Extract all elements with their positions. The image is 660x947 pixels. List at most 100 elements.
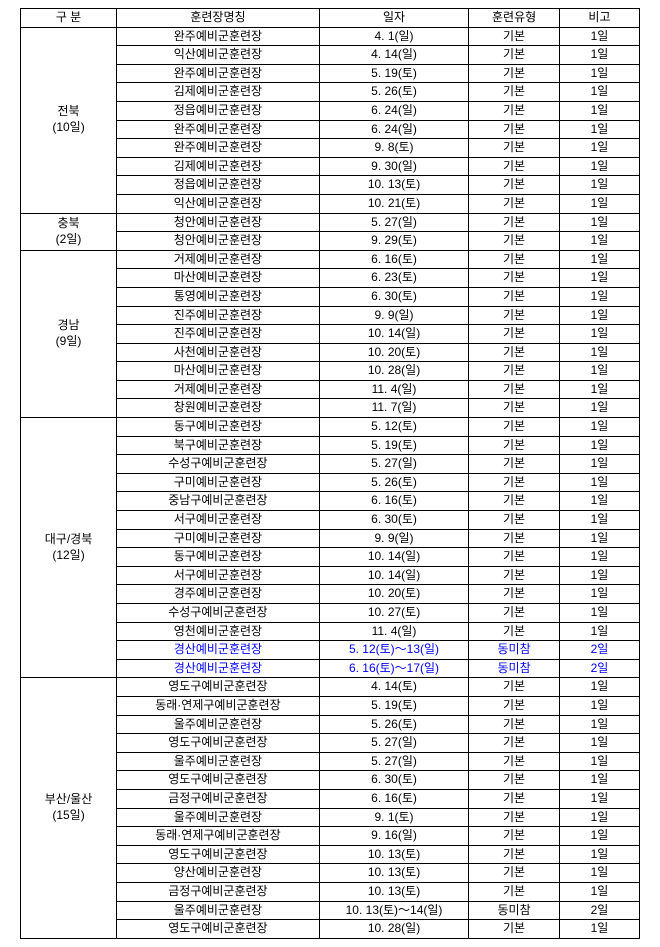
cell-remark: 1일 xyxy=(559,548,639,567)
cell-remark: 1일 xyxy=(559,380,639,399)
cell-name: 울주예비군훈련장 xyxy=(117,808,320,827)
cell-name: 정읍예비군훈련장 xyxy=(117,176,320,195)
cell-name: 청안예비군훈련장 xyxy=(117,232,320,251)
cell-type: 기본 xyxy=(469,678,560,697)
cell-type: 기본 xyxy=(469,566,560,585)
cell-name: 마산예비군훈련장 xyxy=(117,269,320,288)
cell-type: 기본 xyxy=(469,157,560,176)
cell-remark: 1일 xyxy=(559,622,639,641)
cell-remark: 1일 xyxy=(559,492,639,511)
cell-type: 기본 xyxy=(469,492,560,511)
cell-date: 5. 19(토) xyxy=(319,436,468,455)
group-label-line2: (9일) xyxy=(23,334,114,350)
cell-remark: 1일 xyxy=(559,920,639,939)
cell-name: 구미예비군훈련장 xyxy=(117,473,320,492)
cell-type: 동미참 xyxy=(469,641,560,660)
cell-type: 기본 xyxy=(469,418,560,437)
cell-date: 5. 27(일) xyxy=(319,455,468,474)
cell-type: 기본 xyxy=(469,511,560,530)
cell-remark: 1일 xyxy=(559,83,639,102)
group-label-line2: (15일) xyxy=(23,808,114,824)
cell-date: 10. 27(토) xyxy=(319,604,468,623)
cell-date: 5. 19(토) xyxy=(319,64,468,83)
cell-type: 기본 xyxy=(469,250,560,269)
cell-date: 5. 12(토)～13(일) xyxy=(319,641,468,660)
cell-remark: 1일 xyxy=(559,213,639,232)
cell-date: 5. 27(일) xyxy=(319,734,468,753)
cell-date: 10. 14(일) xyxy=(319,325,468,344)
cell-name: 진주예비군훈련장 xyxy=(117,325,320,344)
cell-name: 정읍예비군훈련장 xyxy=(117,101,320,120)
cell-name: 서구예비군훈련장 xyxy=(117,511,320,530)
cell-name: 거제예비군훈련장 xyxy=(117,380,320,399)
cell-name: 울주예비군훈련장 xyxy=(117,752,320,771)
cell-date: 6. 23(토) xyxy=(319,269,468,288)
cell-date: 4. 1(일) xyxy=(319,27,468,46)
cell-date: 6. 16(토) xyxy=(319,789,468,808)
cell-date: 10. 28(일) xyxy=(319,362,468,381)
training-schedule-table: 구 분 훈련장명칭 일자 훈련유형 비고 전북(10일)완주예비군훈련장4. 1… xyxy=(20,8,640,939)
cell-name: 동래·연제구예비군훈련장 xyxy=(117,827,320,846)
group-cell: 대구/경북(12일) xyxy=(21,418,117,678)
cell-date: 9. 9(일) xyxy=(319,306,468,325)
cell-type: 기본 xyxy=(469,622,560,641)
cell-date: 10. 13(토)～14(일) xyxy=(319,901,468,920)
cell-remark: 1일 xyxy=(559,46,639,65)
group-cell: 충북(2일) xyxy=(21,213,117,250)
cell-date: 9. 16(일) xyxy=(319,827,468,846)
cell-name: 금정구예비군훈련장 xyxy=(117,789,320,808)
cell-date: 10. 13(토) xyxy=(319,176,468,195)
cell-remark: 1일 xyxy=(559,678,639,697)
cell-name: 수성구예비군훈련장 xyxy=(117,455,320,474)
cell-date: 10. 20(토) xyxy=(319,343,468,362)
cell-name: 마산예비군훈련장 xyxy=(117,362,320,381)
cell-remark: 1일 xyxy=(559,232,639,251)
cell-name: 중남구예비군훈련장 xyxy=(117,492,320,511)
table-row: 전북(10일)완주예비군훈련장4. 1(일)기본1일 xyxy=(21,27,640,46)
cell-name: 동구예비군훈련장 xyxy=(117,548,320,567)
cell-remark: 1일 xyxy=(559,696,639,715)
cell-type: 기본 xyxy=(469,473,560,492)
group-label-line2: (12일) xyxy=(23,548,114,564)
cell-remark: 1일 xyxy=(559,789,639,808)
cell-remark: 1일 xyxy=(559,436,639,455)
cell-type: 기본 xyxy=(469,399,560,418)
table-row: 부산/울산(15일)영도구예비군훈련장4. 14(토)기본1일 xyxy=(21,678,640,697)
cell-date: 10. 13(토) xyxy=(319,845,468,864)
cell-remark: 2일 xyxy=(559,659,639,678)
cell-remark: 1일 xyxy=(559,176,639,195)
cell-remark: 1일 xyxy=(559,250,639,269)
cell-remark: 1일 xyxy=(559,827,639,846)
cell-remark: 1일 xyxy=(559,418,639,437)
cell-date: 9. 1(토) xyxy=(319,808,468,827)
cell-date: 10. 20(토) xyxy=(319,585,468,604)
cell-date: 9. 9(일) xyxy=(319,529,468,548)
cell-type: 기본 xyxy=(469,529,560,548)
cell-date: 11. 4(일) xyxy=(319,380,468,399)
cell-remark: 1일 xyxy=(559,604,639,623)
header-type: 훈련유형 xyxy=(469,9,560,28)
cell-type: 기본 xyxy=(469,101,560,120)
cell-date: 10. 21(토) xyxy=(319,194,468,213)
cell-remark: 1일 xyxy=(559,101,639,120)
cell-date: 5. 27(일) xyxy=(319,213,468,232)
cell-name: 영도구예비군훈련장 xyxy=(117,678,320,697)
cell-remark: 1일 xyxy=(559,27,639,46)
cell-type: 기본 xyxy=(469,436,560,455)
cell-type: 기본 xyxy=(469,343,560,362)
cell-remark: 1일 xyxy=(559,343,639,362)
cell-remark: 1일 xyxy=(559,306,639,325)
cell-name: 경산예비군훈련장 xyxy=(117,659,320,678)
header-row: 구 분 훈련장명칭 일자 훈련유형 비고 xyxy=(21,9,640,28)
table-row: 대구/경북(12일)동구예비군훈련장5. 12(토)기본1일 xyxy=(21,418,640,437)
group-cell: 전북(10일) xyxy=(21,27,117,213)
cell-date: 11. 7(일) xyxy=(319,399,468,418)
cell-date: 6. 30(토) xyxy=(319,511,468,530)
cell-date: 6. 16(토)～17(일) xyxy=(319,659,468,678)
cell-type: 기본 xyxy=(469,46,560,65)
cell-name: 창원예비군훈련장 xyxy=(117,399,320,418)
cell-type: 기본 xyxy=(469,771,560,790)
cell-remark: 1일 xyxy=(559,752,639,771)
cell-type: 기본 xyxy=(469,83,560,102)
cell-name: 영도구예비군훈련장 xyxy=(117,771,320,790)
